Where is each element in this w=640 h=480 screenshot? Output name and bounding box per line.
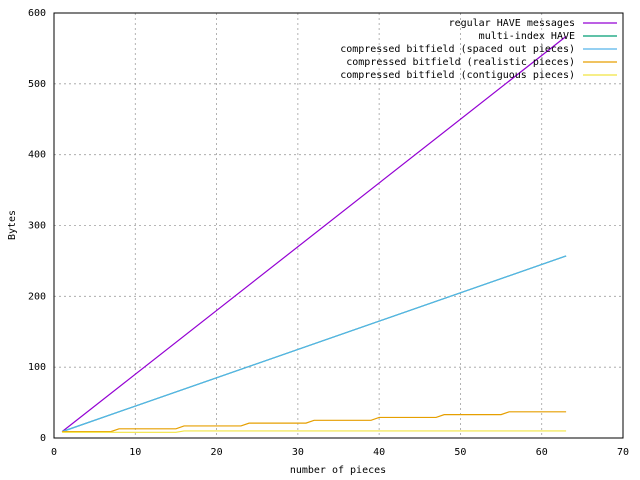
x-axis-label: number of pieces [290,465,386,476]
data-line [62,411,567,433]
x-tick-label: 0 [51,447,57,458]
y-tick-label: 200 [28,291,46,302]
data-line [61,35,567,433]
y-tick-label: 500 [28,79,46,90]
legend-label: compressed bitfield (realistic pieces) [346,57,575,68]
plot-frame [53,12,624,439]
legend-label: compressed bitfield (spaced out pieces) [340,44,575,55]
legend-label: regular HAVE messages [449,18,575,29]
x-tick-label: 30 [292,447,304,458]
y-tick-label: 300 [28,221,46,232]
x-tick-label: 40 [373,447,385,458]
y-axis-label: Bytes [7,210,18,240]
x-tick-label: 20 [211,447,223,458]
data-line [61,255,567,433]
x-tick-label: 50 [454,447,466,458]
x-tick-label: 10 [129,447,141,458]
y-tick-label: 400 [28,150,46,161]
data-line [62,430,567,433]
y-tick-label: 600 [28,8,46,19]
y-tick-label: 100 [28,362,46,373]
x-tick-label: 70 [617,447,629,458]
legend-label: compressed bitfield (contiguous pieces) [340,70,575,81]
legend-label: multi-index HAVE [479,31,575,42]
y-tick-label: 0 [40,433,46,444]
x-tick-label: 60 [536,447,548,458]
